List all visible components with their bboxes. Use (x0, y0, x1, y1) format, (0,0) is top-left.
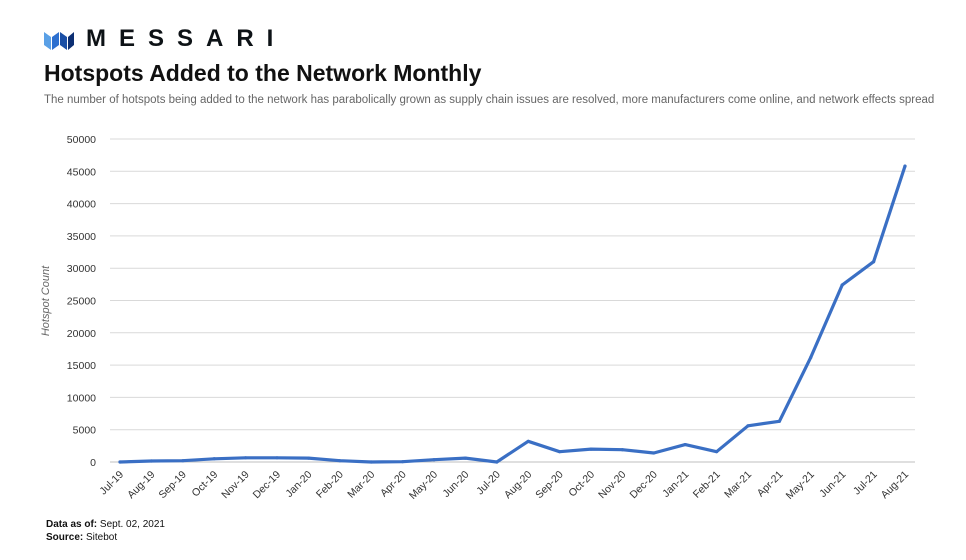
data-point (118, 460, 122, 464)
data-point (683, 442, 687, 447)
line-chart: 0 5000 10000 15000 20000 25000 30000 35000 40000… (40, 134, 915, 502)
data-point (558, 450, 562, 454)
data-point (463, 456, 467, 460)
x-tick-label: Sep-19 (156, 469, 189, 502)
data-point (903, 164, 907, 168)
y-tick-label: 10000 (67, 392, 96, 404)
x-tick-label: Nov-19 (219, 469, 252, 502)
series-line (118, 164, 907, 464)
data-point (369, 460, 373, 464)
x-tick-label: May-21 (784, 469, 817, 502)
x-tick-label: May-20 (407, 469, 440, 502)
x-tick-label: Aug-20 (502, 469, 535, 502)
data-point (777, 419, 782, 423)
messari-logo-icon (44, 32, 74, 50)
source-label: Source: (46, 532, 84, 543)
x-tick-label: Apr-20 (378, 469, 409, 500)
x-tick-label: Sep-20 (533, 469, 566, 502)
y-tick-label: 40000 (67, 199, 96, 211)
data-point (872, 260, 876, 264)
data-as-of-label: Data as of: (46, 519, 98, 530)
x-tick-label: Nov-20 (596, 469, 629, 502)
data-point (181, 459, 185, 463)
x-tick-label: Jul-21 (851, 469, 880, 498)
source-value: Sitebot (86, 532, 118, 543)
x-tick-label: Feb-21 (691, 469, 723, 501)
x-tick-label: Jan-21 (660, 469, 691, 500)
data-point (495, 460, 499, 464)
x-tick-label: Dec-20 (627, 469, 660, 502)
x-tick-label: Feb-20 (314, 469, 346, 501)
y-tick-label: 0 (90, 457, 96, 469)
x-tick-label: Aug-19 (125, 469, 158, 502)
x-tick-label: Jul-20 (474, 469, 503, 498)
x-tick-label: Dec-19 (251, 469, 284, 502)
data-point (401, 460, 405, 464)
brand-name: MESSARI (86, 25, 287, 52)
data-point (715, 450, 719, 454)
x-tick-label: Apr-21 (755, 469, 786, 500)
x-tick-label: Jul-19 (97, 469, 126, 498)
data-point (306, 456, 310, 460)
y-tick-label: 30000 (67, 263, 96, 275)
x-tick-label: Jun-20 (440, 469, 471, 500)
data-point (275, 456, 279, 460)
x-tick-label: Oct-20 (566, 469, 597, 500)
data-point (526, 439, 530, 443)
data-as-of: Data as of: Sept. 02, 2021 (46, 518, 165, 531)
data-point (212, 457, 216, 461)
y-axis-label: Hotspot Count (40, 265, 52, 336)
data-point (620, 448, 625, 452)
y-tick-label: 45000 (67, 166, 96, 178)
y-tick-label: 35000 (67, 231, 96, 243)
x-tick-label: Jun-21 (817, 469, 848, 500)
source-line: Source: Sitebot (46, 531, 165, 544)
chart-footer: Data as of: Sept. 02, 2021 Source: Siteb… (46, 518, 165, 544)
data-point (149, 459, 153, 463)
data-point (432, 458, 436, 462)
x-tick-label: Aug-21 (879, 469, 912, 502)
chart-title: Hotspots Added to the Network Monthly (44, 60, 482, 86)
data-point (589, 447, 593, 451)
x-tick-label: Mar-21 (722, 469, 754, 501)
x-tick-label: Oct-19 (190, 469, 221, 500)
y-tick-label: 15000 (67, 360, 96, 372)
data-as-of-value: Sept. 02, 2021 (99, 519, 165, 530)
data-point (244, 456, 248, 460)
data-point (840, 283, 844, 287)
y-tick-label: 20000 (67, 328, 96, 340)
data-point (652, 451, 656, 455)
data-point (338, 459, 342, 463)
y-tick-label: 5000 (73, 425, 97, 437)
data-point (746, 424, 750, 428)
chart-subtitle: The number of hotspots being added to th… (44, 94, 935, 106)
y-tick-label: 50000 (67, 134, 96, 146)
y-tick-label: 25000 (67, 296, 96, 308)
brand-logo: MESSARI (44, 25, 287, 52)
x-tick-label: Mar-20 (345, 469, 377, 501)
data-point (809, 355, 813, 359)
x-tick-label: Jan-20 (283, 469, 314, 500)
